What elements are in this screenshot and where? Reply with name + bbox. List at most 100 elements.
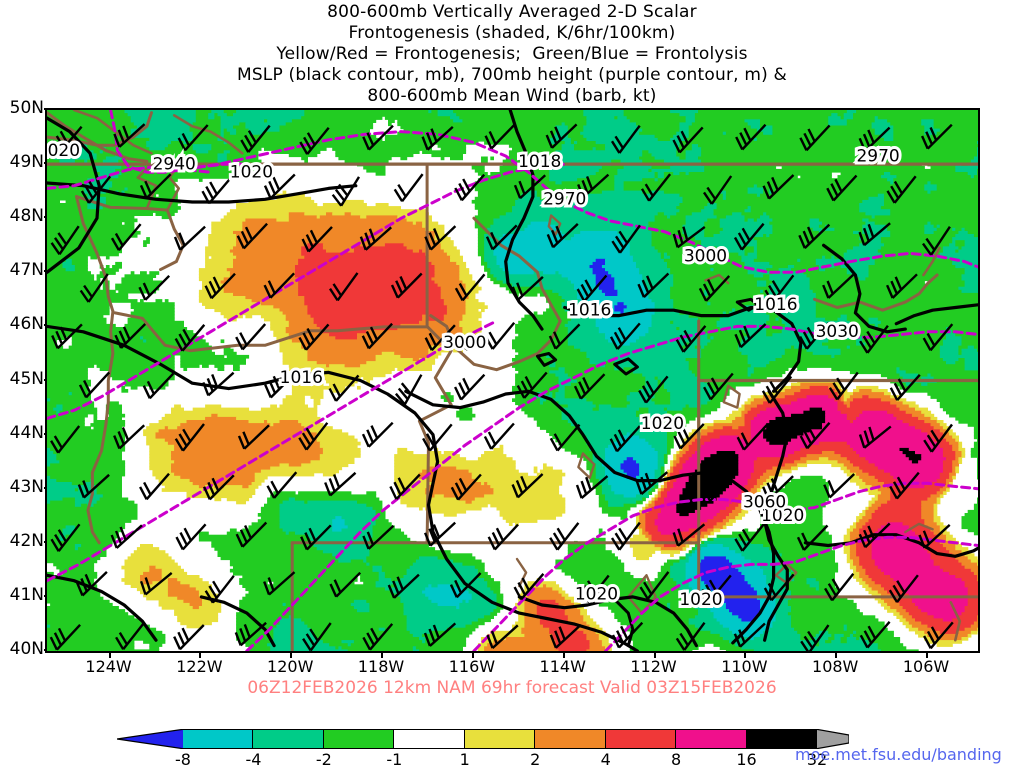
x-tick-118W: 118W (357, 657, 405, 676)
x-tick-108W: 108W (812, 657, 859, 676)
wind-barb (858, 425, 892, 449)
x-tick-112W: 112W (630, 657, 677, 676)
wind-barb (174, 423, 205, 452)
wind-barb (361, 322, 393, 350)
wind-barb (51, 323, 83, 350)
frontogenesis-shading (47, 110, 978, 651)
colorbar-segment-green (323, 729, 395, 749)
wind-barb (734, 523, 765, 552)
wind-barb (673, 423, 705, 450)
wind-barb (762, 475, 794, 501)
wind-barb (449, 572, 482, 599)
wind-barb (114, 323, 147, 349)
wind-barb (672, 523, 706, 547)
wind-barb (513, 573, 545, 601)
svg-text:3000: 3000 (443, 333, 486, 353)
wind-barb (266, 471, 298, 499)
wind-barb (235, 323, 267, 351)
map-plot-area[interactable]: 1020102010201020101810181016101610161016… (45, 108, 980, 653)
wind-barb (298, 323, 330, 351)
wind-barb (918, 524, 951, 549)
wind-barb (393, 173, 424, 203)
wind-barb (50, 523, 81, 552)
colorbar-segment-orange (535, 729, 606, 749)
wind-barb (824, 573, 855, 602)
wind-barb (703, 175, 733, 205)
map-canvas: 1020102010201020101810181016101610161016… (47, 110, 978, 651)
wind-barb (139, 472, 170, 501)
x-tick-mark (471, 649, 474, 658)
wind-barb (263, 173, 296, 200)
wind-barb (329, 571, 362, 598)
wind-barb (302, 622, 332, 651)
wind-barb (78, 371, 111, 399)
wind-barb (203, 474, 235, 501)
wind-barb (423, 521, 457, 547)
wind-barb (110, 524, 143, 549)
wind-barb (640, 173, 672, 202)
wind-barb (796, 524, 829, 551)
chart-title-block: 800-600mb Vertically Averaged 2-D Scalar… (0, 2, 1024, 107)
svg-text:1018: 1018 (518, 152, 561, 172)
wind-barb (389, 473, 421, 500)
wind-barb (702, 474, 734, 502)
wind-barb (888, 574, 919, 603)
svg-text:1020: 1020 (47, 141, 80, 161)
wind-barb (923, 621, 954, 650)
colorbar[interactable] (117, 729, 849, 749)
wind-barb (390, 272, 423, 299)
wind-barb (800, 624, 830, 651)
wind-barb (923, 423, 953, 453)
x-tick-120W: 120W (267, 657, 314, 676)
colorbar-tick-32: 32 (806, 750, 828, 769)
wind-barb (175, 523, 207, 551)
wind-barb (110, 223, 142, 251)
y-tick-44N: 44N (9, 422, 44, 443)
wind-barb (859, 621, 891, 649)
x-tick-mark (199, 649, 202, 658)
y-tick-50N: 50N (9, 98, 44, 118)
wind-barb (822, 273, 855, 299)
wind-barb (204, 575, 235, 604)
wind-barb (387, 573, 420, 599)
svg-text:1020: 1020 (575, 585, 618, 605)
wind-barb (421, 126, 454, 151)
svg-text:1020: 1020 (641, 414, 684, 434)
wind-barb (828, 371, 859, 401)
svg-text:1020: 1020 (641, 414, 684, 434)
svg-text:1016: 1016 (280, 368, 323, 388)
wind-barb (454, 373, 486, 401)
wind-barb (139, 173, 172, 199)
wind-barb (858, 522, 891, 549)
wind-barb (575, 475, 609, 500)
wind-barb (49, 623, 81, 651)
colorbar-tick--1: -1 (386, 750, 403, 769)
svg-text:1020: 1020 (679, 590, 722, 610)
wind-barb (826, 174, 858, 202)
colorbar-tick-2: 2 (530, 750, 541, 769)
svg-text:2940: 2940 (153, 155, 196, 175)
svg-text:1016: 1016 (568, 301, 611, 321)
wind-barb (177, 124, 209, 152)
wind-barb (549, 623, 582, 649)
y-tick-48N: 48N (9, 206, 44, 227)
wind-barb (359, 226, 392, 251)
wind-barb (513, 174, 547, 200)
wind-barb (331, 176, 361, 207)
colorbar-segment-red (605, 729, 677, 749)
wind-barb (798, 223, 831, 249)
wind-barb (823, 473, 856, 499)
wind-barb (549, 522, 580, 551)
svg-text:2970: 2970 (543, 190, 586, 210)
title-line-2: Frontogenesis (shaded, K/6hr/100km) (348, 23, 676, 43)
wind-barb (483, 422, 515, 450)
colorbar-tick--4: -4 (245, 750, 262, 769)
wind-barb (113, 424, 146, 450)
colorbar-tick-8: 8 (671, 750, 682, 769)
wind-barb (511, 473, 544, 499)
